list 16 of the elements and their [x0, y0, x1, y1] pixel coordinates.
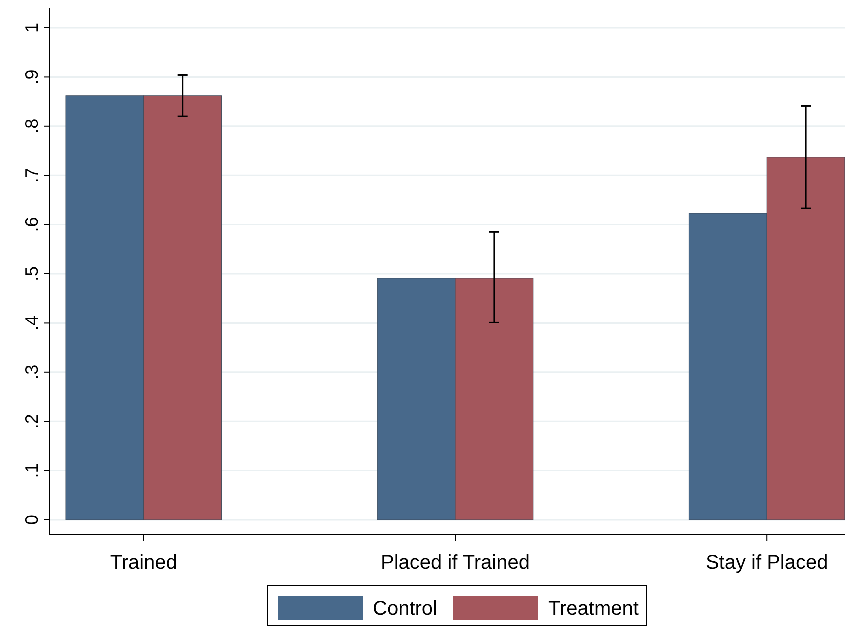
y-tick-label: .4	[22, 316, 42, 331]
y-tick-label: .1	[22, 463, 42, 478]
legend-label: Control	[373, 598, 438, 620]
y-tick-label: .6	[22, 217, 42, 232]
y-tick-label: 1	[22, 22, 42, 34]
y-tick-label: .2	[22, 414, 42, 430]
x-tick-label: Stay if Placed	[706, 552, 828, 574]
y-tick-label: .3	[22, 364, 42, 380]
y-tick-label: .7	[22, 168, 42, 184]
y-tick-label: .5	[22, 266, 42, 282]
legend-label: Treatment	[548, 598, 640, 620]
x-tick-label: Trained	[110, 552, 178, 574]
y-tick-label: 0	[22, 514, 42, 526]
y-tick-label: .9	[22, 70, 42, 85]
y-tick-label: .8	[22, 118, 42, 134]
x-tick-label: Placed if Trained	[381, 552, 530, 574]
